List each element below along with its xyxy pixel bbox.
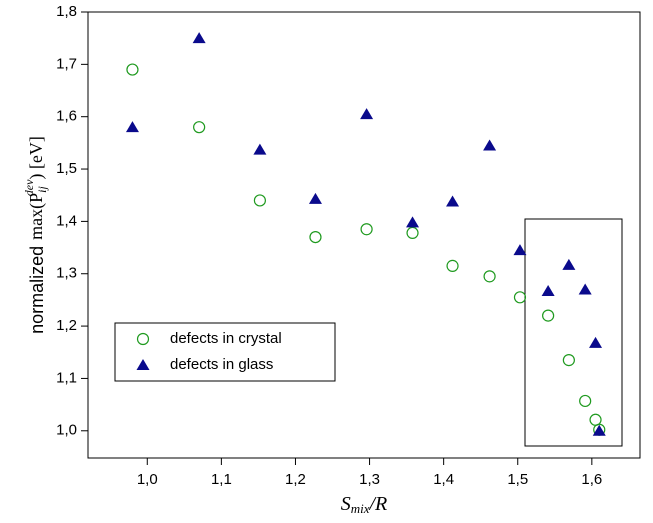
data-point: [360, 108, 374, 120]
y-tick-label: 1,1: [56, 369, 77, 386]
data-point: [253, 194, 266, 207]
x-label-rest: /R: [369, 493, 388, 515]
y-tick-label: 1,8: [56, 3, 77, 20]
x-tick-label: 1,5: [507, 471, 528, 488]
legend-marker: [136, 332, 150, 346]
data-point: [483, 270, 496, 283]
x-label-main: S: [341, 493, 351, 515]
y-label-main: max(P: [26, 193, 47, 240]
data-point: [579, 394, 592, 408]
data-point: [406, 226, 419, 240]
legend-label: defects in crystal: [170, 330, 282, 347]
data-point: [406, 216, 420, 228]
highlight-box: [524, 218, 623, 447]
y-label-rest: ) [eV]: [26, 136, 47, 179]
data-point: [126, 63, 139, 76]
data-point: [513, 244, 527, 256]
data-point: [192, 32, 206, 44]
y-tick-label: 1,0: [56, 422, 77, 439]
data-point: [541, 285, 555, 297]
data-point: [360, 223, 373, 236]
legend-box: [114, 322, 336, 382]
y-tick-label: 1,4: [56, 212, 77, 229]
data-point: [562, 354, 575, 367]
x-tick-label: 1,6: [581, 471, 602, 488]
x-tick-label: 1,4: [433, 471, 454, 488]
y-tick-label: 1,7: [56, 55, 77, 72]
data-point: [309, 230, 322, 244]
data-point: [513, 291, 527, 304]
data-point: [193, 121, 206, 134]
data-point: [446, 259, 459, 272]
data-point: [446, 195, 460, 207]
y-label-sub: ij: [35, 186, 49, 193]
y-label-word: normalized: [27, 246, 47, 334]
plot-frame: [87, 11, 641, 459]
data-point: [125, 121, 139, 133]
x-tick-label: 1,1: [211, 471, 232, 488]
data-point: [578, 283, 592, 295]
x-axis-label: Smix/R: [341, 493, 388, 516]
y-label-sup: dev: [22, 179, 36, 196]
y-tick-label: 1,3: [56, 265, 77, 282]
y-tick-label: 1,2: [56, 317, 77, 334]
data-point: [589, 336, 603, 348]
y-tick-label: 1,5: [56, 160, 77, 177]
legend-marker: [136, 359, 150, 370]
x-tick-label: 1,3: [359, 471, 380, 488]
data-point: [592, 424, 606, 436]
x-tick-label: 1,0: [137, 471, 158, 488]
y-axis-label: normalized max(Pijdev) [eV]: [22, 136, 49, 334]
legend-label: defects in glass: [170, 356, 273, 373]
x-label-sub: mix: [351, 501, 370, 516]
data-point: [562, 258, 576, 270]
data-point: [483, 139, 497, 151]
y-tick-label: 1,6: [56, 108, 77, 125]
x-tick-label: 1,2: [285, 471, 306, 488]
data-point: [253, 143, 267, 155]
data-point: [542, 309, 555, 322]
data-point: [308, 192, 322, 204]
